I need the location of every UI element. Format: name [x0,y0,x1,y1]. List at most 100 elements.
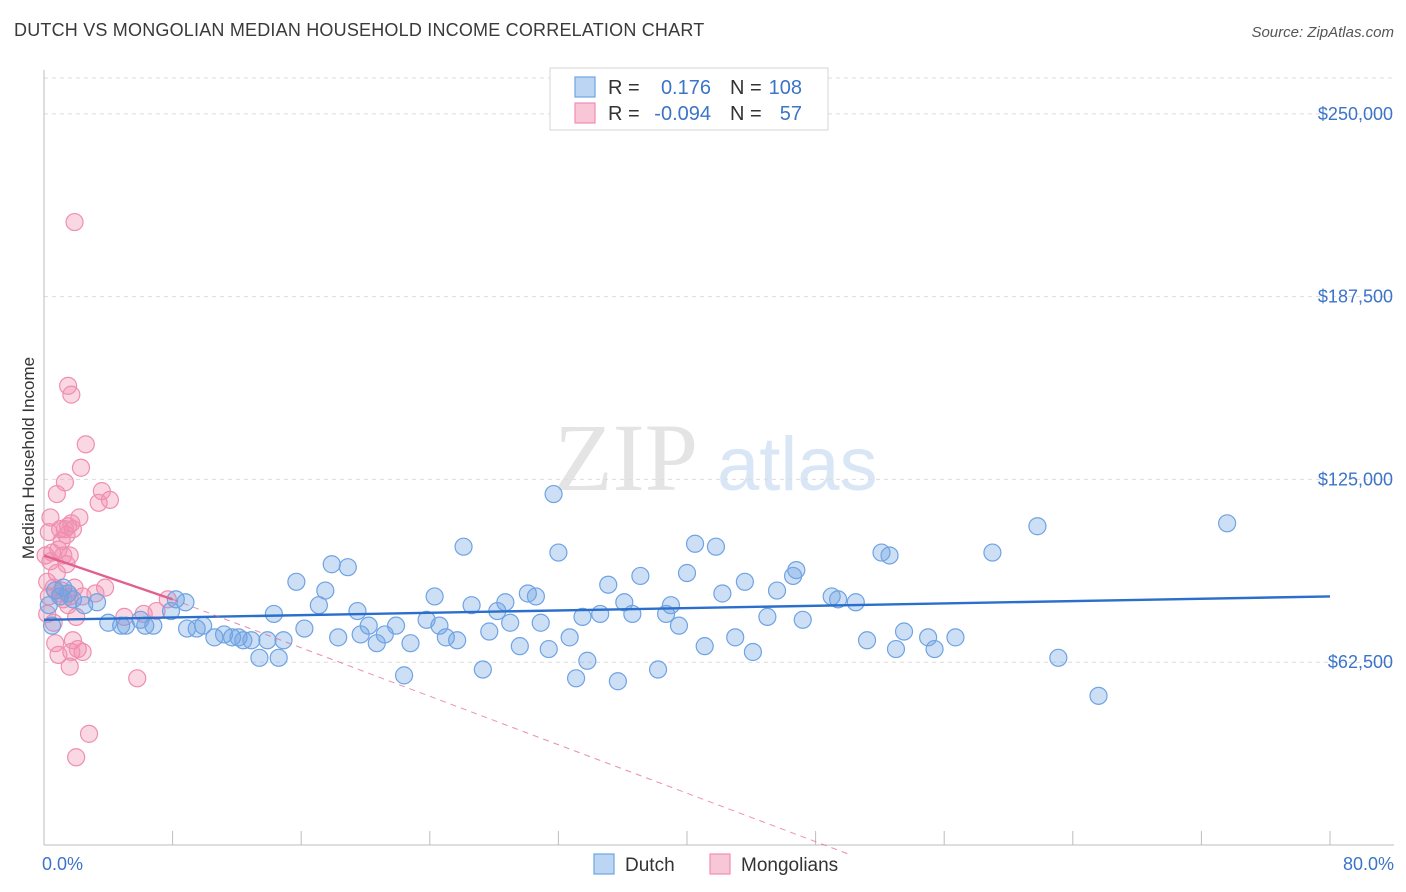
mongolian-point-50 [95,578,115,597]
mongolian-point-6 [41,508,60,527]
dutch-point-66 [560,628,579,647]
dutch-point-57 [496,593,515,612]
legend-box [549,67,829,131]
watermark-zip: ZIP [554,404,698,511]
dutch-point-45 [394,666,414,685]
dutch-point-63 [539,639,558,659]
dutch-point-81 [685,534,705,553]
mongolian-point-22 [55,473,74,492]
dutch-point-53 [462,596,481,615]
dutch-point-100 [894,622,914,641]
dutch-point-46 [401,634,420,653]
dutch-point-101 [919,628,938,647]
dutch-point-103 [946,628,965,647]
dutch-point-94 [829,590,848,609]
dutch-point-80 [677,563,697,583]
dutch-point-86 [735,572,754,591]
dutch-point-71 [599,575,618,594]
dutch-point-106 [1049,648,1068,667]
chart-title: DUTCH VS MONGOLIAN MEDIAN HOUSEHOLD INCO… [14,20,705,40]
dutch-point-52 [454,537,473,556]
dutch-point-39 [348,601,367,621]
legend-n-label-dutch: N = [730,77,762,99]
dutch-point-68 [573,607,592,626]
dutch-point-27 [250,648,269,667]
mongolian-point-48 [89,493,108,512]
dutch-point-35 [316,581,335,600]
legend-r-label-mongolians: R = [608,103,640,125]
bottom-legend-label-dutch: Dutch [625,855,675,876]
axes [43,70,1394,846]
correlation-legend: R = 0.176 N = 108 R = -0.094 N = 57 [549,67,829,131]
dutch-point-91 [787,560,806,580]
dutch-point-95 [846,593,865,612]
mongolian-point-41 [70,508,89,527]
mongolian-point-54 [128,669,147,688]
dutch-point-82 [695,637,714,656]
dutch-point-5 [59,584,78,603]
dutch-point-15 [161,601,181,621]
dutch-point-37 [329,628,348,647]
dutch-point-98 [880,546,899,565]
dutch-point-59 [510,637,529,656]
dutch-point-31 [274,631,293,650]
dutch-point-4 [54,578,73,597]
source-credit: Source: ZipAtlas.com [1251,24,1394,41]
dutch-point-44 [386,616,406,635]
dutch-point-88 [758,607,777,626]
dutch-point-76 [648,660,668,679]
mongolian-trend-extension [172,598,848,855]
dutch-point-69 [578,651,597,670]
legend-r-value-mongolians: -0.094 [654,103,711,125]
dutch-point-83 [706,537,726,556]
dutch-point-49 [430,616,449,635]
legend-n-value-mongolians: 57 [780,103,802,125]
dutch-point-8 [87,593,107,612]
dutch-point-72 [608,672,627,691]
dutch-point-61 [526,587,545,606]
dutch-point-65 [549,543,568,562]
mongolian-point-51 [100,490,120,510]
legend-swatch-mongolians [574,102,596,124]
dutch-point-78 [661,596,681,615]
dutch-point-54 [473,660,492,679]
dutch-point-50 [436,628,455,647]
dutch-points [39,484,1237,705]
dutch-point-14 [144,616,163,635]
mongolian-point-33 [62,385,81,404]
dutch-point-96 [857,631,877,650]
dutch-point-79 [669,616,689,635]
legend-n-label-mongolians: N = [730,103,762,125]
dutch-point-29 [264,604,283,624]
dutch-point-90 [783,566,803,586]
dutch-point-18 [176,593,195,612]
bottom-legend-swatch-dutch [593,853,615,875]
grid-lines [44,77,1394,663]
dutch-point-55 [480,622,499,641]
y-tick-labels: $62,500 $125,000 $187,500 $250,000 [1318,104,1393,672]
mongolian-point-10 [46,634,65,653]
mongolian-point-42 [71,458,91,477]
mongolian-point-40 [68,639,87,659]
dutch-point-30 [269,648,288,667]
dutch-point-6 [63,590,83,609]
mongolian-point-55 [147,601,166,621]
bottom-legend-label-mongolians: Mongolians [741,855,838,876]
legend-n-value-dutch: 108 [769,77,802,99]
dutch-point-108 [1218,514,1237,533]
trend-lines [43,554,1331,855]
legend-r-label-dutch: R = [608,77,640,99]
y-tick-label-3: $250,000 [1318,104,1393,124]
dutch-point-67 [566,669,586,688]
legend-r-value-dutch: 0.176 [661,77,711,99]
mongolian-points [36,212,177,767]
mongolian-point-34 [63,520,83,539]
bottom-legend-swatch-mongolians [709,853,731,875]
mongolian-point-37 [65,212,84,232]
dutch-point-23 [222,628,242,647]
dutch-point-38 [338,558,357,577]
dutch-point-26 [242,631,261,650]
series-legend: Dutch Mongolians [593,853,838,876]
dutch-point-107 [1089,686,1108,705]
